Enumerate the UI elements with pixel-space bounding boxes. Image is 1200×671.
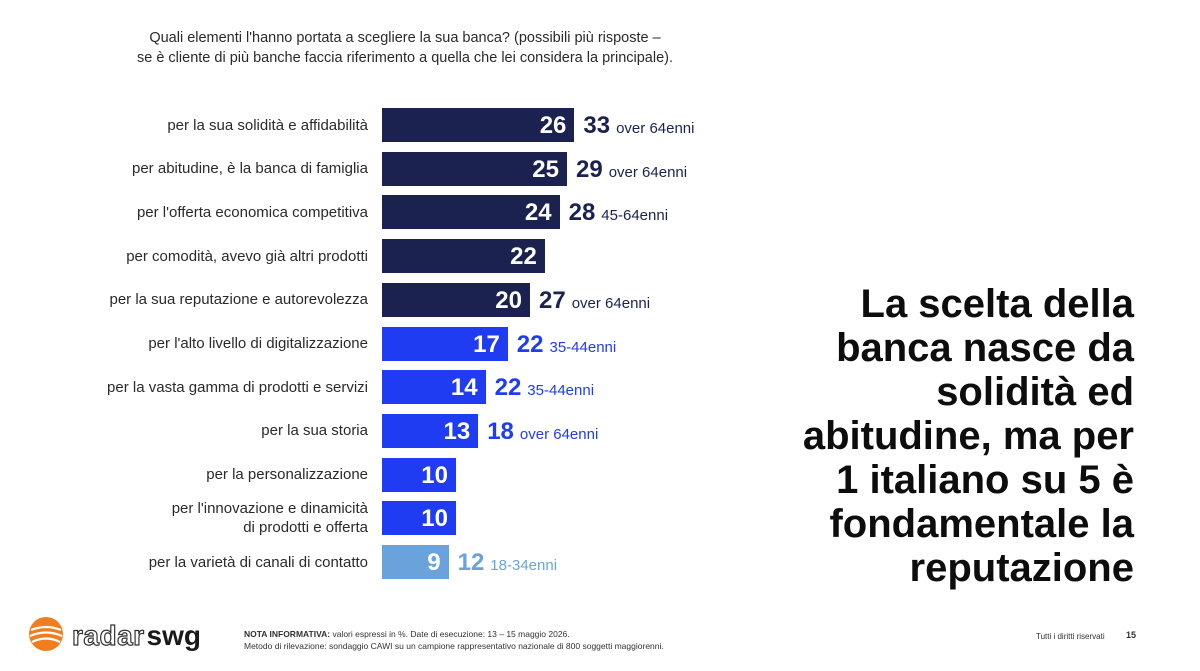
survey-question: Quali elementi l'hanno portata a sceglie…: [80, 28, 730, 68]
subgroup-label: 35-44enni: [549, 338, 617, 356]
subgroup-label: 35-44enni: [527, 382, 595, 400]
bar: 17: [382, 326, 508, 361]
headline-line-7: reputazione: [909, 546, 1134, 590]
subgroup-annotation: 22 35-44enni: [495, 370, 594, 404]
subgroup-annotation: 27 over 64enni: [539, 283, 650, 317]
subgroup-value: 12: [457, 549, 485, 576]
bar: 24: [382, 195, 560, 230]
subgroup-value: 18: [487, 417, 514, 445]
subgroup-annotation: 22 35-44enni: [517, 327, 616, 361]
headline-line-5: 1 italiano su 5 è: [836, 458, 1134, 502]
footer: radarswg NOTA INFORMATIVA: valori espres…: [0, 612, 1200, 671]
category-label: per abitudine, è la banca di famiglia: [132, 160, 368, 178]
subgroup-annotation: 29 over 64enni: [576, 152, 687, 186]
bar-value-label: 14: [450, 374, 478, 402]
subgroup-value: 33: [583, 112, 611, 139]
subgroup-value: 28: [568, 199, 596, 227]
subgroup-annotation: 12 18-34enni: [458, 545, 557, 579]
category-label: per l'offerta economica competitiva: [136, 203, 368, 221]
category-label: per la personalizzazione: [206, 466, 368, 484]
category-label: per l'alto livello di digitalizzazione: [148, 335, 368, 352]
bar-value-label: 25: [532, 155, 559, 183]
subgroup-annotation: 28 45-64enni: [569, 195, 668, 229]
bar: 10: [382, 501, 456, 536]
bar: 13: [382, 413, 479, 448]
category-label: per la sua reputazione e autorevolezza: [109, 291, 368, 309]
note-line-1: valori espressi in %. Date di esecuzione…: [330, 629, 570, 639]
bar-value-label: 10: [421, 505, 448, 533]
logo-swg-text: swg: [146, 620, 202, 651]
bar-value-label: 22: [510, 243, 537, 271]
bar: 9: [382, 545, 449, 579]
category-label: per l'innovazione e dinamicità di prodott…: [171, 500, 368, 537]
headline-line-6: fondamentale la: [829, 502, 1134, 546]
radar-swg-logo: radarswg: [28, 616, 208, 656]
rights-text: Tutti i diritti riservati: [1036, 632, 1105, 641]
bar: 26: [382, 108, 575, 142]
bar-value-label: 24: [524, 199, 552, 227]
headline-line-3: solidità ed: [936, 370, 1134, 414]
question-line-2: se è cliente di più banche faccia riferi…: [137, 50, 673, 66]
subgroup-label: 45-64enni: [601, 207, 669, 225]
note-title: NOTA INFORMATIVA:: [244, 629, 331, 639]
bar-value-label: 9: [427, 549, 441, 576]
logo-radar-text: radar: [71, 619, 145, 651]
note-line-2: Metodo di rilevazione: sondaggio CAWI su…: [244, 641, 664, 651]
headline-line-2: banca nasce da: [836, 326, 1134, 370]
category-label: per la sua solidità e affidabilità: [167, 116, 368, 134]
subgroup-value: 22: [494, 374, 522, 402]
bar: 22: [382, 239, 545, 274]
bar-value-label: 10: [421, 461, 448, 489]
bar-value-label: 26: [539, 112, 567, 139]
subgroup-annotation: 18 over 64enni: [487, 414, 598, 448]
bar: 20: [382, 282, 530, 317]
headline-line-4: abitudine, ma per: [802, 414, 1134, 458]
info-note: NOTA INFORMATIVA: valori espressi in %. …: [244, 628, 664, 652]
page-number: 15: [1126, 630, 1137, 640]
subgroup-value: 29: [576, 155, 603, 183]
headline: La scelta della banca nasce da solidità …: [714, 282, 1134, 590]
subgroup-label: over 64enni: [519, 425, 599, 443]
subgroup-value: 22: [516, 330, 544, 358]
subgroup-value: 27: [539, 286, 566, 314]
headline-line-1: La scelta della: [860, 282, 1134, 326]
bar-value-label: 17: [473, 330, 500, 358]
subgroup-label: over 64enni: [571, 294, 651, 312]
subgroup-label: 18-34enni: [490, 557, 558, 574]
category-label: per la varietà di canali di contatto: [148, 553, 368, 571]
category-label: per la vasta gamma di prodotti e servizi: [107, 378, 368, 396]
category-label: per la sua storia: [261, 422, 368, 440]
subgroup-annotation: 33 over 64enni: [583, 108, 694, 142]
bar: 10: [382, 457, 456, 492]
subgroup-label: over 64enni: [608, 163, 688, 181]
subgroup-label: over 64enni: [616, 120, 695, 137]
radar-globe-icon: [29, 617, 63, 651]
bar: 25: [382, 151, 567, 186]
question-line-1: Quali elementi l'hanno portata a sceglie…: [149, 30, 661, 46]
bar: 14: [382, 370, 486, 405]
category-label: per comodità, avevo già altri prodotti: [126, 247, 368, 265]
bar-value-label: 20: [495, 286, 522, 314]
bar-value-label: 13: [443, 417, 471, 445]
